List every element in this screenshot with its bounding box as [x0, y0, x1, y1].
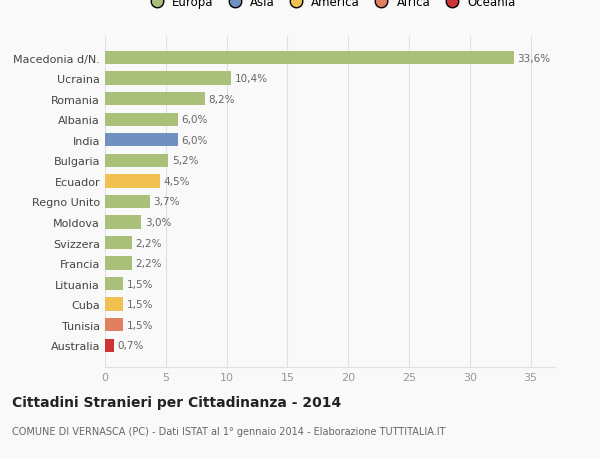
Bar — [105, 257, 132, 270]
Text: 33,6%: 33,6% — [517, 53, 550, 63]
Text: 3,7%: 3,7% — [154, 197, 180, 207]
Bar — [105, 175, 160, 188]
Bar — [105, 236, 132, 250]
Bar — [105, 52, 514, 65]
Text: 8,2%: 8,2% — [208, 95, 235, 104]
Bar — [105, 154, 168, 168]
Bar — [105, 113, 178, 127]
Bar — [105, 195, 150, 209]
Text: COMUNE DI VERNASCA (PC) - Dati ISTAT al 1° gennaio 2014 - Elaborazione TUTTITALI: COMUNE DI VERNASCA (PC) - Dati ISTAT al … — [12, 426, 445, 436]
Bar — [105, 72, 232, 85]
Text: 1,5%: 1,5% — [127, 320, 154, 330]
Bar — [105, 319, 123, 332]
Text: 4,5%: 4,5% — [163, 176, 190, 186]
Bar — [105, 277, 123, 291]
Text: 1,5%: 1,5% — [127, 300, 154, 309]
Bar — [105, 298, 123, 311]
Text: 0,7%: 0,7% — [117, 341, 143, 351]
Text: 1,5%: 1,5% — [127, 279, 154, 289]
Bar — [105, 134, 178, 147]
Text: 6,0%: 6,0% — [182, 135, 208, 146]
Bar — [105, 93, 205, 106]
Text: 2,2%: 2,2% — [136, 238, 162, 248]
Text: 5,2%: 5,2% — [172, 156, 199, 166]
Text: Cittadini Stranieri per Cittadinanza - 2014: Cittadini Stranieri per Cittadinanza - 2… — [12, 395, 341, 409]
Legend: Europa, Asia, America, Africa, Oceania: Europa, Asia, America, Africa, Oceania — [140, 0, 520, 14]
Text: 10,4%: 10,4% — [235, 74, 268, 84]
Bar — [105, 339, 113, 352]
Bar — [105, 216, 142, 229]
Text: 6,0%: 6,0% — [182, 115, 208, 125]
Text: 3,0%: 3,0% — [145, 218, 172, 228]
Text: 2,2%: 2,2% — [136, 258, 162, 269]
